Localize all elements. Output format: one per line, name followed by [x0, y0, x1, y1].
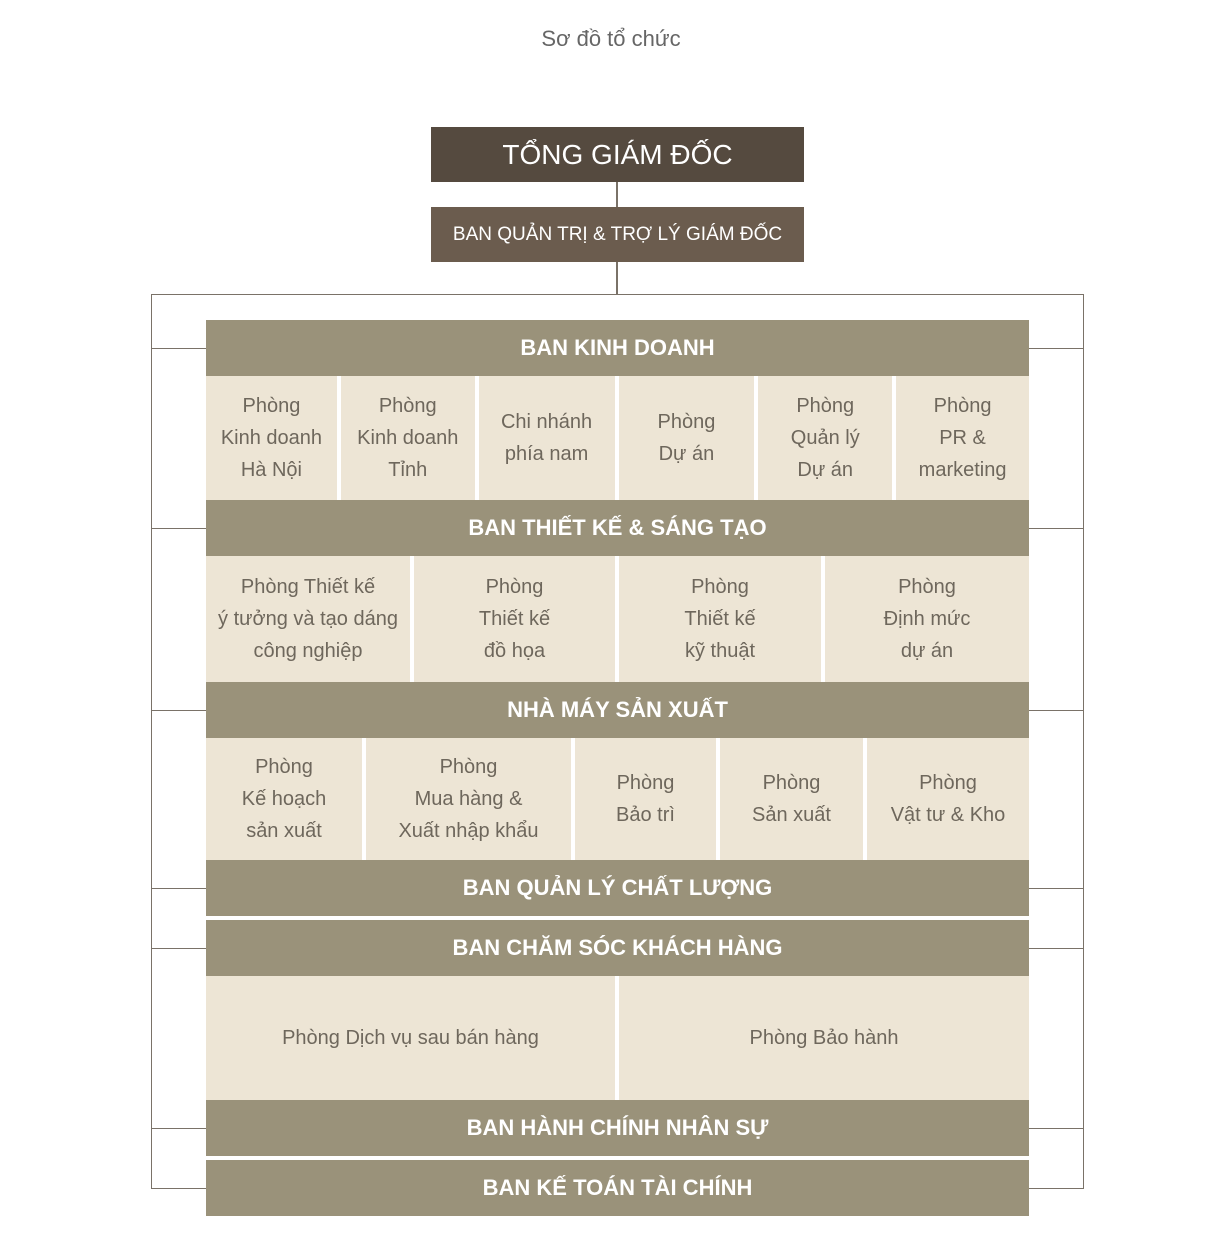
- department-row: Phòng Dịch vụ sau bán hàng Phòng Bảo hành: [206, 976, 1029, 1100]
- department-cell: Phòng Kinh doanh Hà Nội: [206, 376, 337, 500]
- department-cell: Phòng Kinh doanh Tỉnh: [340, 376, 475, 500]
- division-header: BAN THIẾT KẾ & SÁNG TẠO: [206, 500, 1029, 556]
- department-cell: Phòng Dịch vụ sau bán hàng: [206, 976, 615, 1100]
- department-cell: Phòng Quản lý Dự án: [758, 376, 893, 500]
- department-cell: Phòng Bảo hành: [619, 976, 1029, 1100]
- connector: [1029, 1128, 1084, 1129]
- department-row: Phòng Kế hoạch sản xuất Phòng Mua hàng & …: [206, 738, 1029, 860]
- department-cell: Phòng Thiết kế kỹ thuật: [619, 556, 821, 682]
- division-header: NHÀ MÁY SẢN XUẤT: [206, 682, 1029, 738]
- department-cell: Phòng Vật tư & Kho: [867, 738, 1029, 860]
- connector: [1029, 528, 1084, 529]
- connector: [1029, 888, 1084, 889]
- department-cell: Chi nhánh phía nam: [478, 376, 615, 500]
- division-header: BAN CHĂM SÓC KHÁCH HÀNG: [206, 920, 1029, 976]
- connector: [616, 262, 618, 294]
- department-row: Phòng Thiết kế ý tưởng và tạo dáng công …: [206, 556, 1029, 682]
- department-cell: Phòng Sản xuất: [720, 738, 863, 860]
- department-cell: Phòng Kế hoạch sản xuất: [206, 738, 362, 860]
- ceo-box: TỔNG GIÁM ĐỐC: [431, 127, 804, 182]
- admin-box: BAN QUẢN TRỊ & TRỢ LÝ GIÁM ĐỐC: [431, 207, 804, 262]
- division-header: BAN QUẢN LÝ CHẤT LƯỢNG: [206, 860, 1029, 916]
- department-cell: Phòng Mua hàng & Xuất nhập khẩu: [366, 738, 571, 860]
- connector: [151, 1128, 206, 1129]
- department-row: Phòng Kinh doanh Hà Nội Phòng Kinh doanh …: [206, 376, 1029, 500]
- division-header: BAN KINH DOANH: [206, 320, 1029, 376]
- connector: [151, 1188, 206, 1189]
- department-cell: Phòng Định mức dự án: [825, 556, 1029, 682]
- department-cell: Phòng PR & marketing: [896, 376, 1029, 500]
- connector: [616, 182, 618, 207]
- department-cell: Phòng Thiết kế đồ họa: [414, 556, 615, 682]
- connector: [151, 348, 206, 349]
- connector: [1029, 1188, 1084, 1189]
- bracket-right: [1083, 294, 1084, 1189]
- connector: [1029, 348, 1084, 349]
- connector: [151, 948, 206, 949]
- chart-title: Sơ đồ tổ chức: [541, 26, 681, 51]
- connector: [151, 528, 206, 529]
- division-header: BAN HÀNH CHÍNH NHÂN SỰ: [206, 1100, 1029, 1156]
- bracket-left: [151, 294, 152, 1189]
- connector: [151, 888, 206, 889]
- connector: [1029, 948, 1084, 949]
- connector: [1029, 710, 1084, 711]
- connector: [151, 710, 206, 711]
- department-cell: Phòng Thiết kế ý tưởng và tạo dáng công …: [206, 556, 410, 682]
- bracket-top: [151, 294, 1084, 295]
- department-cell: Phòng Bảo trì: [575, 738, 716, 860]
- department-cell: Phòng Dự án: [618, 376, 755, 500]
- division-header: BAN KẾ TOÁN TÀI CHÍNH: [206, 1160, 1029, 1216]
